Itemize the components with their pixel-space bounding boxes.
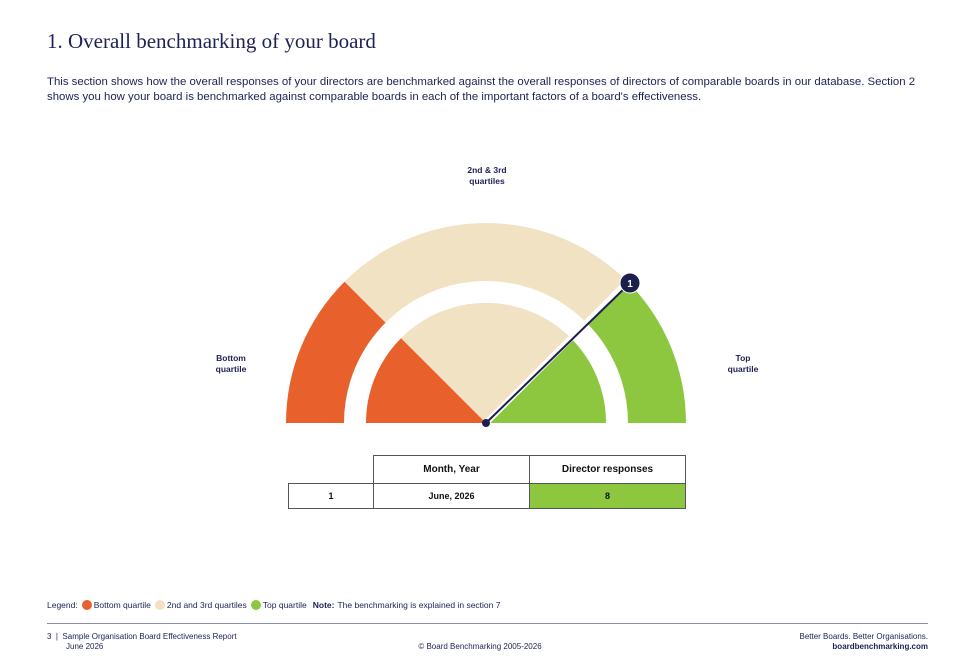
footer-left: 3 | Sample Organisation Board Effectiven… (47, 632, 237, 651)
benchmark-table: Month, Year Director responses 1 June, 2… (288, 455, 686, 509)
gauge-label-top-quartile: Top quartile (727, 353, 759, 374)
table-cell-month-year: June, 2026 (373, 483, 530, 509)
legend-note-text: The benchmarking is explained in section… (337, 600, 501, 610)
gauge-inner-middle-quartiles (401, 302, 571, 423)
gauge-marker (619, 272, 641, 294)
footer-date: June 2026 (66, 642, 104, 651)
legend-middle-label: 2nd and 3rd quartiles (166, 600, 247, 610)
page-title: 1. Overall benchmarking of your board (47, 29, 376, 53)
legend-prefix: Legend: (47, 600, 78, 610)
gauge-inner-top-quartile (486, 338, 607, 423)
footer-tagline: Better Boards. Better Organisations. (799, 632, 928, 641)
table-header-blank (288, 455, 374, 484)
footer-divider (47, 623, 928, 624)
table-header-director-responses: Director responses (529, 455, 686, 484)
table-header-month-year: Month, Year (373, 455, 530, 484)
table-header-row: Month, Year Director responses (288, 455, 686, 484)
gauge-label-middle-quartiles: 2nd & 3rd quartiles (467, 165, 507, 186)
legend-top-label: Top quartile (262, 600, 307, 610)
gauge-needle (485, 282, 631, 424)
gauge-inner-bottom-quartile (365, 338, 486, 423)
footer-website[interactable]: boardbenchmarking.com (832, 642, 928, 651)
legend-bottom-label: Bottom quartile (93, 600, 151, 610)
gauge-outer-middle-quartiles (344, 223, 628, 323)
table-cell-id: 1 (288, 483, 374, 509)
gauge-marker-label: 1 (627, 279, 633, 290)
footer-right: Better Boards. Better Organisations. boa… (799, 632, 928, 652)
footer-page-number: 3 (47, 632, 52, 641)
table-row: 1 June, 2026 8 (288, 483, 686, 509)
legend-note-label: Note: (312, 600, 335, 610)
intro-paragraph: This section shows how the overall respo… (47, 76, 916, 103)
footer-copyright: © Board Benchmarking 2005-2026 (418, 642, 542, 651)
gauge-outer-bottom-quartile (286, 281, 386, 423)
gauge-hub (482, 419, 490, 427)
legend: Legend: Bottom quartile 2nd and 3rd quar… (47, 600, 500, 610)
gauge-outer-top-quartile (586, 281, 686, 423)
table-cell-responses: 8 (529, 483, 686, 509)
legend-middle-dot (154, 600, 165, 610)
legend-top-dot (250, 600, 261, 610)
footer-report-title: Sample Organisation Board Effectiveness … (62, 632, 237, 641)
legend-bottom-dot (81, 600, 92, 610)
gauge-label-bottom-quartile: Bottom quartile (215, 353, 247, 374)
